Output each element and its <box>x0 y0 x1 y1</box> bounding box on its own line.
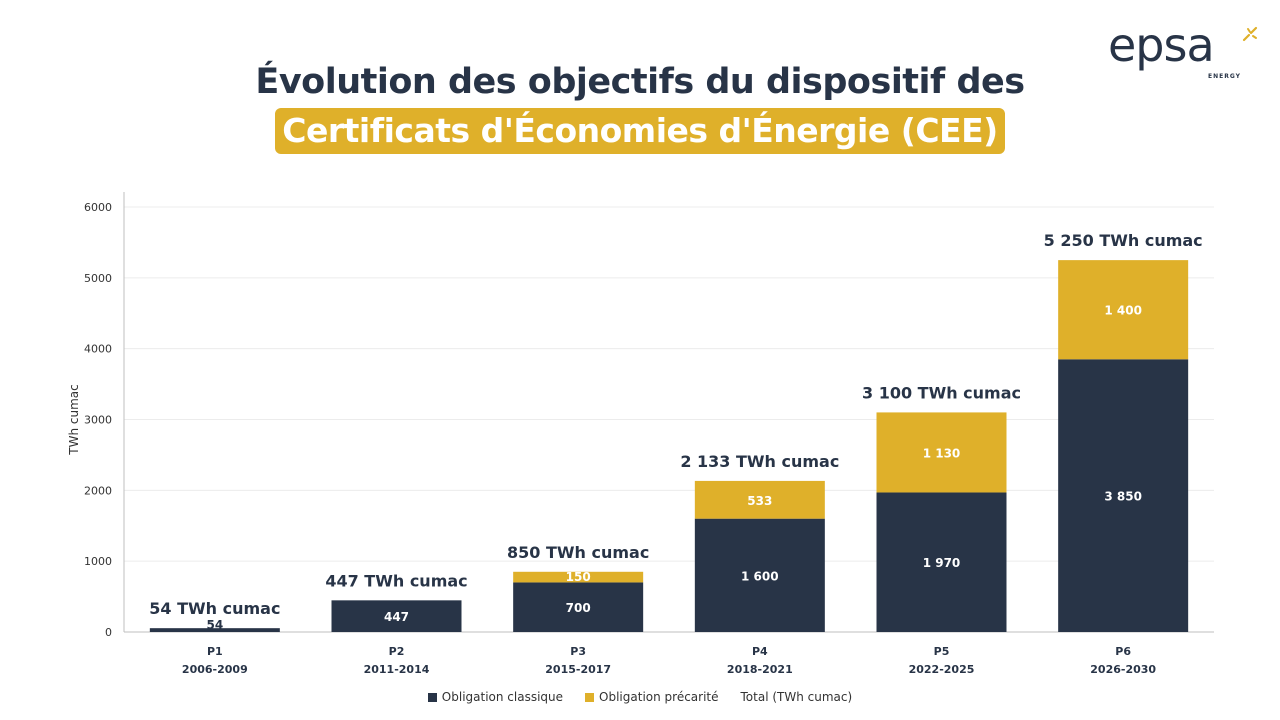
y-tick-label: 3000 <box>84 414 112 427</box>
x-category-label: P2 <box>389 645 405 658</box>
bar-value-label: 700 <box>566 601 591 615</box>
bar-total-label: 5 250 TWh cumac <box>1044 231 1203 250</box>
bar-segment-classique <box>513 582 644 632</box>
bar-segment-classique <box>876 492 1007 632</box>
logo-wordmark: epsa <box>1108 18 1215 72</box>
chart-legend: Obligation classique Obligation précarit… <box>0 690 1280 704</box>
x-category-label: P3 <box>570 645 586 658</box>
legend-label-precarite: Obligation précarité <box>599 690 719 704</box>
bar-segment-classique <box>331 600 462 632</box>
legend-label-classique: Obligation classique <box>441 690 564 704</box>
y-tick-label: 1000 <box>84 555 112 568</box>
bar-value-label: 1 970 <box>923 556 961 570</box>
epsa-logo: epsa ENERGY <box>1108 18 1258 84</box>
y-tick-label: 5000 <box>84 272 112 285</box>
chart-title-line1: Évolution des objectifs du dispositif de… <box>255 62 1025 102</box>
y-tick-label: 6000 <box>84 201 112 214</box>
x-category-sublabel: 2011-2014 <box>364 663 430 676</box>
y-tick-label: 0 <box>105 626 112 639</box>
bar-segment-precarite <box>1058 260 1189 360</box>
x-category-label: P1 <box>207 645 223 658</box>
legend-item-precarite: Obligation précarité <box>585 690 719 704</box>
bar-value-label: 533 <box>747 494 772 508</box>
bar-value-label: 1 600 <box>741 569 779 583</box>
x-category-sublabel: 2026-2030 <box>1090 663 1156 676</box>
legend-item-classique: Obligation classique <box>427 690 564 704</box>
legend-swatch-precarite <box>585 692 595 702</box>
y-tick-label: 2000 <box>84 484 112 497</box>
bar-total-label: 447 TWh cumac <box>325 571 467 590</box>
legend-item-total: Total (TWh cumac) <box>741 690 853 704</box>
x-category-label: P6 <box>1115 645 1131 658</box>
legend-swatch-classique <box>427 692 437 702</box>
chart-title-line2: Certificats d'Économies d'Énergie (CEE) <box>275 108 1005 154</box>
bar-value-label: 447 <box>384 610 409 624</box>
y-axis-label: TWh cumac <box>67 384 81 455</box>
x-category-sublabel: 2022-2025 <box>909 663 975 676</box>
bar-value-label: 150 <box>566 570 591 584</box>
bar-value-label: 1 130 <box>923 446 961 460</box>
x-category-sublabel: 2006-2009 <box>182 663 248 676</box>
bar-total-label: 2 133 TWh cumac <box>680 452 839 471</box>
bar-value-label: 1 400 <box>1104 304 1142 318</box>
bar-total-label: 54 TWh cumac <box>149 599 280 618</box>
bar-value-label: 54 <box>206 618 223 632</box>
chart-title-highlight-wrap: Certificats d'Économies d'Énergie (CEE) <box>0 108 1280 154</box>
x-category-label: P4 <box>752 645 768 658</box>
bar-total-label: 850 TWh cumac <box>507 543 649 562</box>
logo-spark-icon <box>1242 26 1258 42</box>
bar-segment-precarite <box>694 480 825 519</box>
x-category-sublabel: 2018-2021 <box>727 663 793 676</box>
bar-segment-classique <box>694 518 825 632</box>
bar-total-label: 3 100 TWh cumac <box>862 383 1021 402</box>
bar-segment-precarite <box>513 571 644 583</box>
y-tick-label: 4000 <box>84 343 112 356</box>
legend-label-total: Total (TWh cumac) <box>740 690 853 704</box>
bar-segment-classique <box>149 628 280 632</box>
logo-subtitle: ENERGY <box>1208 73 1241 80</box>
x-category-label: P5 <box>934 645 950 658</box>
bar-value-label: 3 850 <box>1104 490 1142 504</box>
bar-segment-classique <box>1058 359 1189 632</box>
bar-segment-precarite <box>876 412 1007 493</box>
x-category-sublabel: 2015-2017 <box>545 663 611 676</box>
